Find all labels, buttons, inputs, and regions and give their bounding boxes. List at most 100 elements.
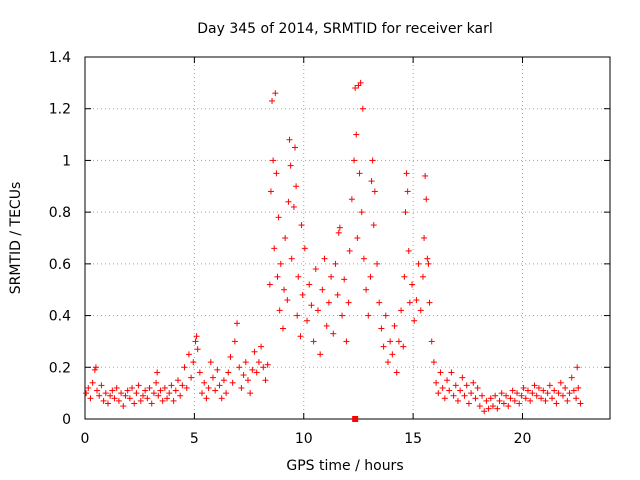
data-point	[109, 387, 116, 394]
data-point	[161, 384, 168, 391]
data-point	[406, 299, 413, 306]
data-point	[437, 369, 444, 376]
data-point	[277, 260, 284, 267]
data-point	[264, 361, 271, 368]
data-point	[113, 384, 120, 391]
data-point	[378, 325, 385, 332]
data-point	[193, 333, 200, 340]
data-point	[461, 392, 468, 399]
data-point	[179, 382, 186, 389]
data-point	[402, 209, 409, 216]
data-point	[240, 372, 247, 379]
data-point	[359, 105, 366, 112]
data-point	[555, 390, 562, 397]
data-point	[205, 384, 212, 391]
data-point	[201, 379, 208, 386]
data-point	[104, 400, 111, 407]
data-point	[522, 395, 529, 402]
data-point	[463, 382, 470, 389]
data-point	[164, 395, 171, 402]
data-point	[459, 374, 466, 381]
data-point	[542, 397, 549, 404]
data-point	[544, 390, 551, 397]
data-point	[157, 387, 164, 394]
data-point	[351, 157, 358, 164]
data-point	[174, 377, 181, 384]
data-point	[343, 338, 350, 345]
data-point	[452, 382, 459, 389]
data-point	[94, 387, 101, 394]
data-point	[209, 374, 216, 381]
data-point	[356, 170, 363, 177]
data-point	[287, 162, 294, 169]
data-point	[457, 387, 464, 394]
data-point	[353, 131, 360, 138]
data-point	[177, 392, 184, 399]
data-point	[207, 359, 214, 366]
data-point	[87, 395, 94, 402]
data-point	[153, 379, 160, 386]
data-point	[376, 299, 383, 306]
tick-labels: 0 5 10 15 20 0 0.2 0.4 0.6 0.8 1 1.2 1.4	[49, 50, 532, 447]
data-point	[229, 379, 236, 386]
data-point	[425, 260, 432, 267]
data-point	[365, 312, 372, 319]
data-point	[183, 384, 190, 391]
data-point	[421, 235, 428, 241]
data-point	[304, 317, 311, 324]
data-point	[159, 397, 166, 404]
data-point	[417, 307, 424, 314]
data-point	[398, 307, 405, 314]
data-point	[448, 369, 455, 376]
data-point	[199, 390, 206, 397]
data-point	[306, 281, 313, 288]
data-point	[535, 384, 542, 391]
data-point	[89, 379, 96, 386]
annotations	[352, 416, 359, 422]
data-point	[334, 291, 341, 298]
data-point	[172, 387, 179, 394]
data-point	[312, 266, 319, 273]
data-point	[428, 338, 435, 345]
y-tick-label: 0.4	[49, 309, 71, 325]
data-point	[424, 255, 431, 262]
data-point	[253, 369, 260, 376]
data-point	[415, 260, 422, 267]
data-point	[363, 286, 370, 293]
data-point	[511, 397, 518, 404]
data-point	[570, 387, 577, 394]
data-point	[220, 377, 227, 384]
marker-square	[352, 416, 359, 422]
data-point	[85, 384, 92, 391]
data-point	[577, 400, 584, 407]
data-point	[166, 390, 173, 397]
data-point	[194, 346, 201, 353]
data-point	[258, 343, 265, 350]
data-point	[358, 209, 365, 216]
data-point	[190, 359, 197, 366]
data-point	[185, 351, 192, 358]
data-point	[549, 395, 556, 402]
data-point	[288, 255, 295, 262]
data-point	[389, 351, 396, 358]
chart-title: Day 345 of 2014, SRMTID for receiver kar…	[197, 21, 493, 37]
data-point	[297, 333, 304, 340]
data-point	[393, 369, 400, 376]
data-point	[538, 395, 545, 402]
data-point	[505, 403, 512, 410]
data-point	[98, 382, 105, 389]
data-point	[444, 377, 451, 384]
data-point	[236, 364, 243, 371]
data-point	[129, 384, 136, 391]
data-point	[260, 364, 267, 371]
data-point	[391, 322, 398, 329]
data-point	[573, 395, 580, 402]
data-point	[382, 312, 389, 319]
data-point	[405, 247, 412, 254]
data-point	[481, 408, 488, 415]
data-point	[308, 302, 315, 309]
data-point	[144, 395, 151, 402]
data-point	[272, 90, 279, 97]
data-point	[122, 392, 129, 399]
data-point	[328, 273, 335, 280]
